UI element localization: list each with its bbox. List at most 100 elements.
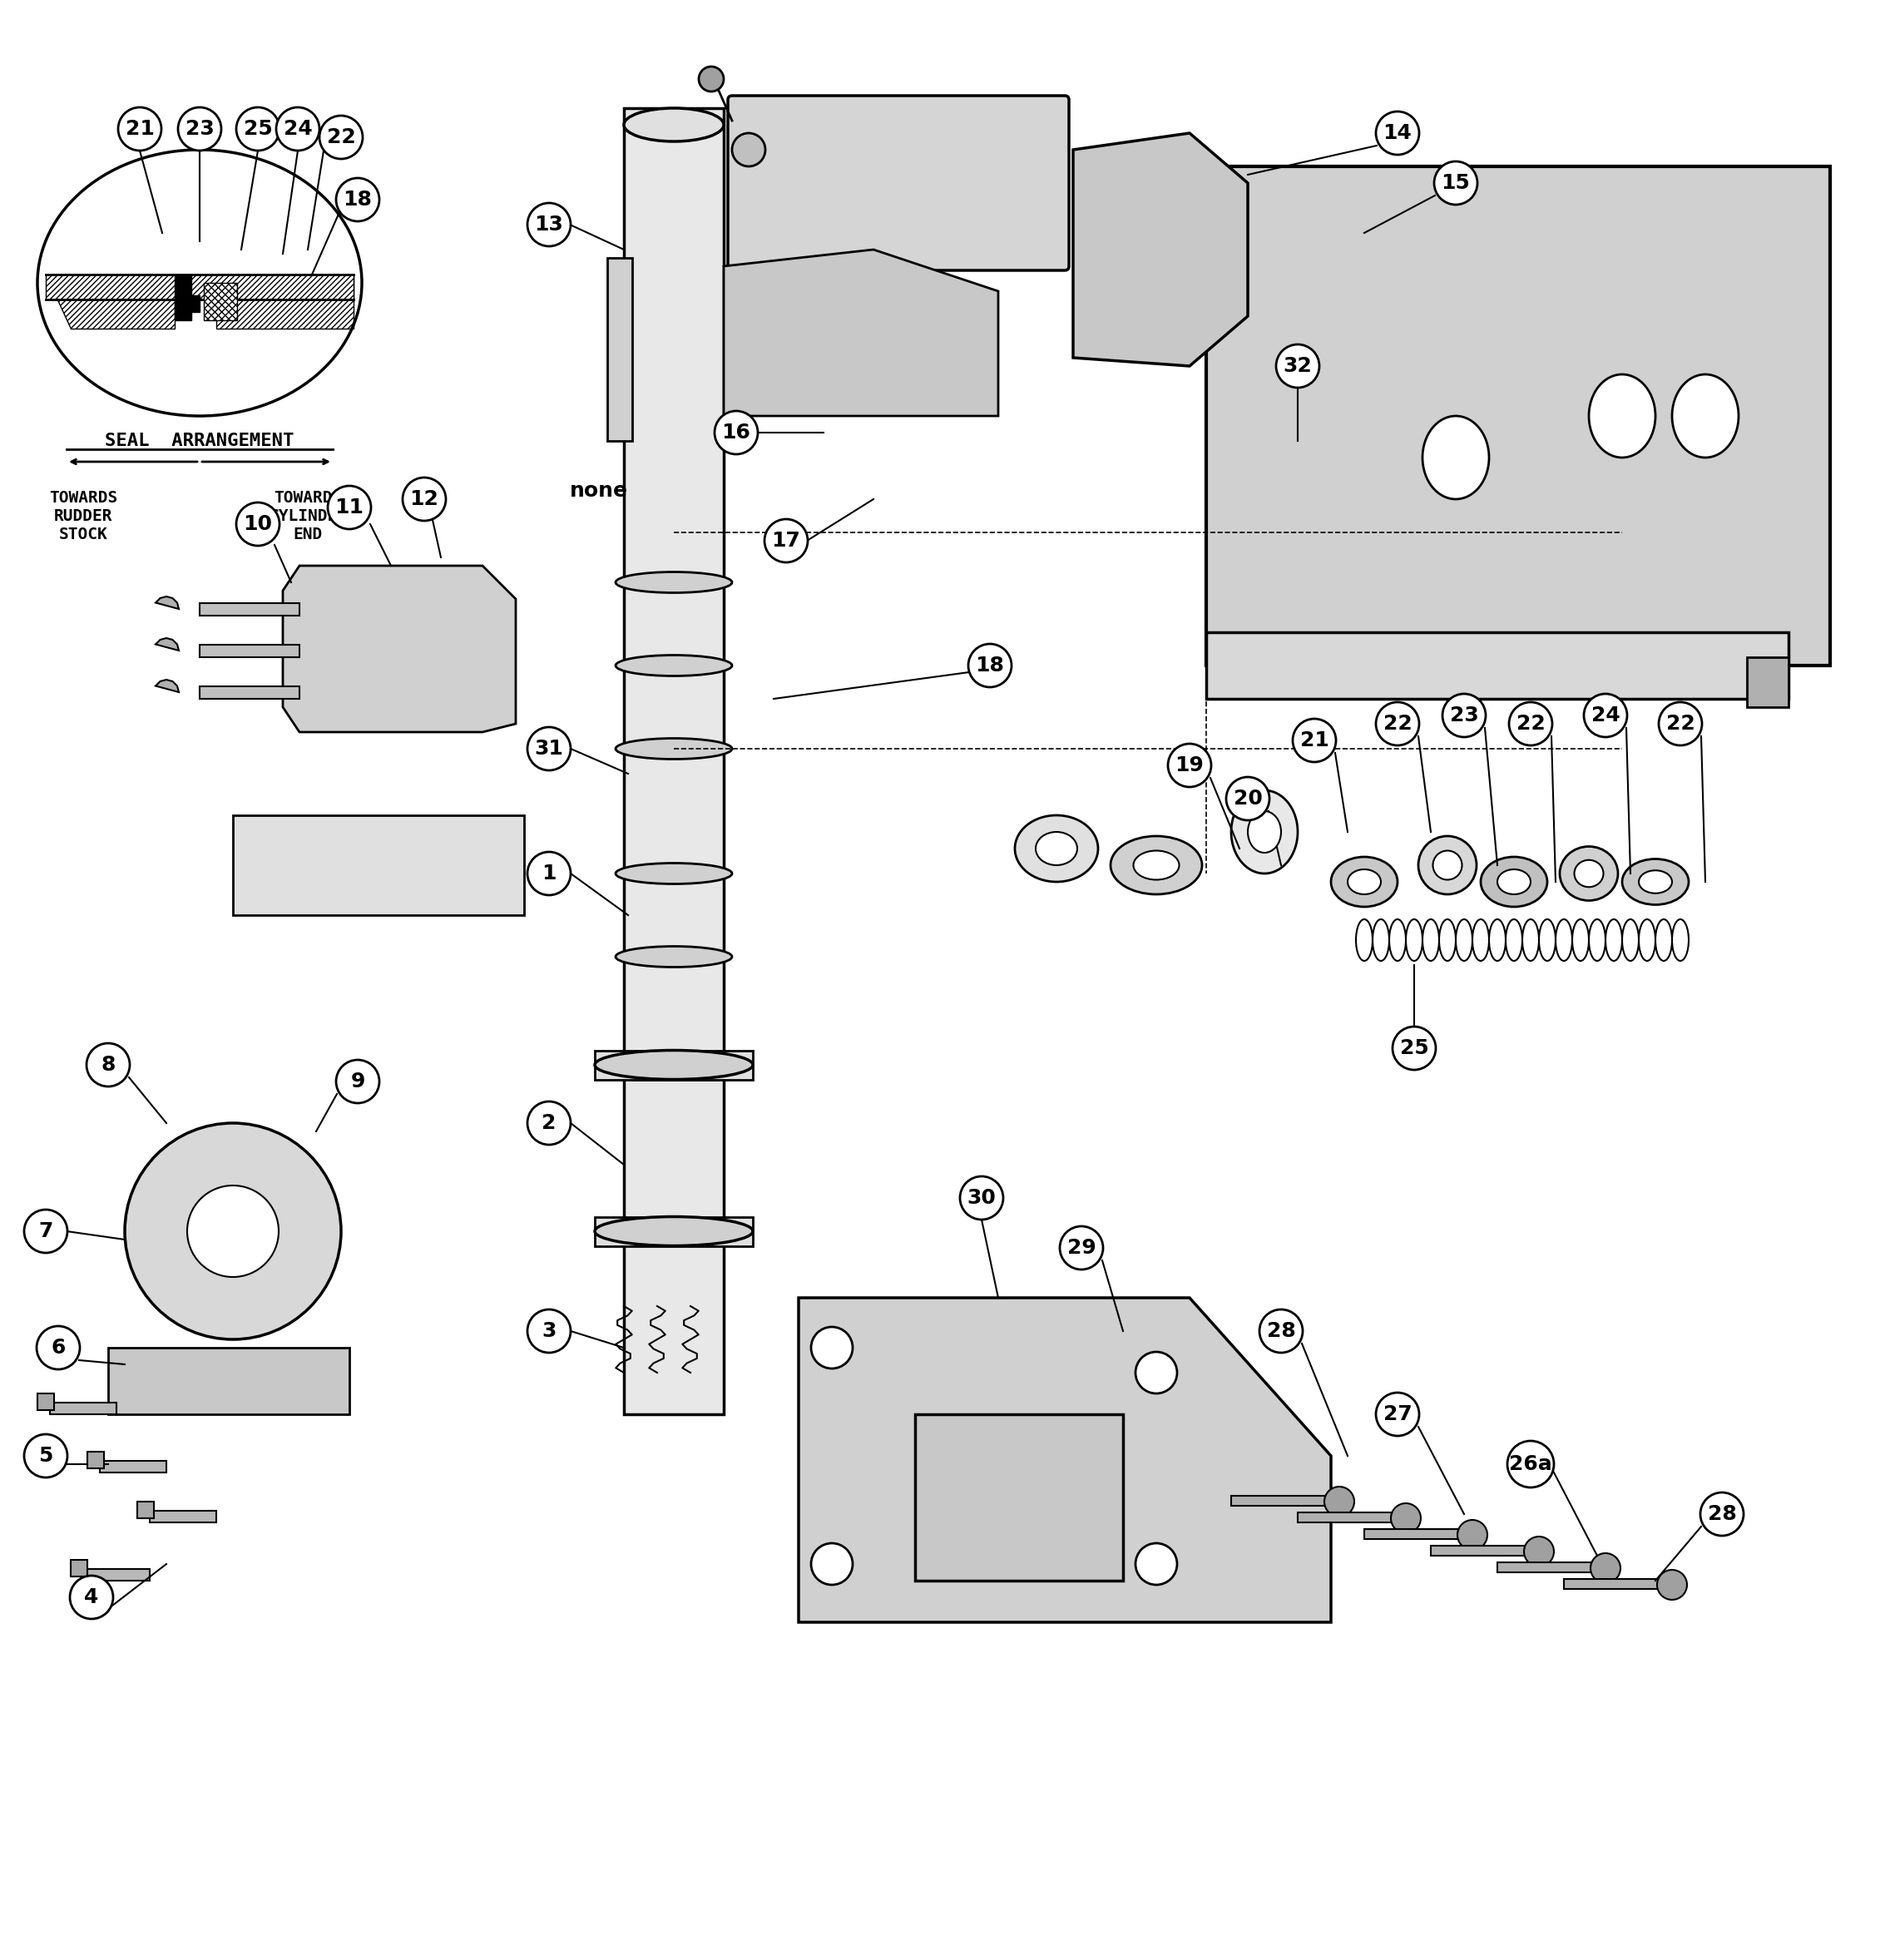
Circle shape <box>811 1327 852 1368</box>
Text: 29: 29 <box>1067 1239 1095 1258</box>
Text: 18: 18 <box>343 190 371 210</box>
Bar <box>1231 1495 1331 1505</box>
Circle shape <box>1583 694 1627 737</box>
Circle shape <box>1169 743 1212 788</box>
Bar <box>49 1403 117 1415</box>
Polygon shape <box>724 249 999 416</box>
Circle shape <box>124 1123 341 1339</box>
Bar <box>200 604 300 615</box>
Text: 13: 13 <box>535 216 564 235</box>
Circle shape <box>811 1543 852 1586</box>
Text: 14: 14 <box>1384 123 1412 143</box>
Circle shape <box>1657 1570 1687 1599</box>
Ellipse shape <box>596 1217 752 1247</box>
Circle shape <box>1293 719 1336 762</box>
Ellipse shape <box>1672 374 1738 457</box>
Text: 22: 22 <box>1666 713 1695 733</box>
Bar <box>596 1051 752 1080</box>
Circle shape <box>70 1576 113 1619</box>
Circle shape <box>336 1060 379 1103</box>
Circle shape <box>528 853 571 896</box>
Text: 24: 24 <box>1591 706 1619 725</box>
Circle shape <box>959 1176 1003 1219</box>
Ellipse shape <box>1589 374 1655 457</box>
FancyBboxPatch shape <box>728 96 1069 270</box>
Ellipse shape <box>1497 870 1531 894</box>
Text: 27: 27 <box>1384 1403 1412 1425</box>
Ellipse shape <box>616 739 731 759</box>
Circle shape <box>765 519 809 563</box>
Bar <box>87 1452 104 1468</box>
Circle shape <box>1276 345 1320 388</box>
Circle shape <box>1059 1227 1103 1270</box>
Text: 18: 18 <box>975 655 1005 676</box>
Bar <box>1206 167 1830 666</box>
Circle shape <box>1508 1441 1553 1488</box>
Ellipse shape <box>616 572 731 592</box>
Circle shape <box>25 1435 68 1478</box>
Circle shape <box>1135 1543 1176 1586</box>
Ellipse shape <box>1331 857 1397 907</box>
Bar <box>1565 1580 1664 1590</box>
Circle shape <box>119 108 162 151</box>
Ellipse shape <box>616 947 731 966</box>
Bar <box>204 282 238 319</box>
Circle shape <box>277 108 319 151</box>
Text: 16: 16 <box>722 423 750 443</box>
Circle shape <box>36 1327 79 1370</box>
Ellipse shape <box>1231 790 1297 874</box>
Text: 17: 17 <box>771 531 801 551</box>
Text: 23: 23 <box>185 120 215 139</box>
Text: 21: 21 <box>1301 731 1329 751</box>
Ellipse shape <box>1418 837 1476 894</box>
Bar <box>192 296 200 312</box>
Text: 21: 21 <box>124 120 155 139</box>
Text: 9: 9 <box>351 1072 366 1092</box>
Polygon shape <box>107 1348 349 1415</box>
Ellipse shape <box>596 1051 752 1080</box>
Circle shape <box>403 478 447 521</box>
Polygon shape <box>283 566 516 733</box>
Text: 1: 1 <box>541 864 556 884</box>
Bar <box>100 1460 166 1472</box>
Circle shape <box>1325 1486 1353 1517</box>
Circle shape <box>528 1102 571 1145</box>
Circle shape <box>25 1209 68 1252</box>
Ellipse shape <box>1035 831 1076 864</box>
Circle shape <box>969 645 1012 688</box>
Ellipse shape <box>1482 857 1548 907</box>
Circle shape <box>187 1186 279 1278</box>
Text: 23: 23 <box>1450 706 1478 725</box>
Text: 2: 2 <box>541 1113 556 1133</box>
Text: 11: 11 <box>336 498 364 517</box>
Bar <box>1431 1546 1531 1556</box>
Text: 24: 24 <box>283 120 313 139</box>
Bar <box>38 1394 55 1409</box>
Text: 15: 15 <box>1442 172 1470 192</box>
Polygon shape <box>45 274 175 329</box>
Bar <box>200 645 300 657</box>
Ellipse shape <box>616 862 731 884</box>
Text: 32: 32 <box>1284 357 1312 376</box>
Bar <box>175 274 192 319</box>
Polygon shape <box>234 815 524 915</box>
Bar <box>45 274 354 300</box>
Circle shape <box>1510 702 1551 745</box>
Ellipse shape <box>1348 870 1382 894</box>
Ellipse shape <box>1110 837 1203 894</box>
Text: 22: 22 <box>1384 713 1412 733</box>
Text: 10: 10 <box>243 514 273 533</box>
Bar <box>1365 1529 1465 1539</box>
Bar <box>138 1501 155 1519</box>
Circle shape <box>714 412 758 455</box>
Circle shape <box>236 108 279 151</box>
Text: 26a: 26a <box>1510 1454 1551 1474</box>
Bar <box>1747 657 1789 708</box>
Circle shape <box>699 67 724 92</box>
Text: 3: 3 <box>541 1321 556 1341</box>
Text: 30: 30 <box>967 1188 995 1207</box>
Text: 28: 28 <box>1708 1503 1736 1525</box>
Circle shape <box>1376 702 1419 745</box>
Bar <box>596 1217 752 1247</box>
Circle shape <box>731 133 765 167</box>
